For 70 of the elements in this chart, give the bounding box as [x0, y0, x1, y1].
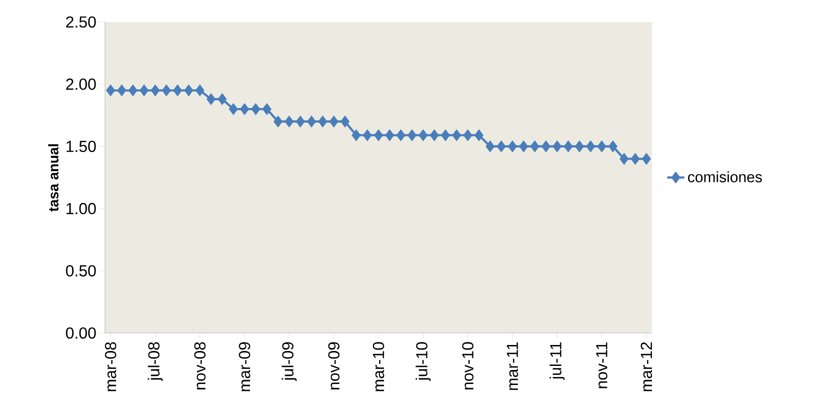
- point: [329, 115, 338, 128]
- point: [519, 140, 528, 152]
- point: [385, 129, 394, 142]
- x-tick-label: jul-10: [416, 342, 431, 382]
- point: [128, 84, 138, 96]
- point: [195, 84, 204, 96]
- y-tick-label: 2.00: [66, 78, 96, 90]
- x-tick-label: mar-11: [506, 342, 518, 390]
- point: [352, 129, 361, 142]
- x-tick-label: mar-10: [372, 342, 384, 392]
- point: [440, 129, 450, 142]
- x-tick-label: nov-11: [596, 342, 608, 388]
- point: [374, 129, 384, 142]
- point: [184, 84, 194, 96]
- point: [306, 115, 316, 128]
- point: [273, 115, 283, 128]
- y-tick-label: 1.00: [66, 202, 96, 214]
- point: [463, 129, 472, 142]
- point: [530, 140, 540, 152]
- point: [396, 129, 406, 142]
- point: [173, 84, 182, 96]
- y-tick-label: 1.50: [66, 140, 96, 152]
- point: [486, 140, 495, 152]
- point: [140, 84, 149, 96]
- point: [296, 115, 305, 128]
- x-tick-label: mar-08: [104, 342, 116, 392]
- x-tick-label: jul-11: [550, 342, 565, 380]
- x-tick-label: mar-12: [640, 342, 652, 392]
- point: [642, 152, 651, 165]
- y-tick-label: 0.00: [66, 327, 96, 339]
- x-tick-label: mar-09: [238, 342, 250, 392]
- point: [564, 140, 573, 152]
- point: [574, 140, 584, 152]
- point: [496, 140, 506, 152]
- point: [284, 115, 294, 128]
- point: [150, 84, 160, 96]
- point: [552, 140, 562, 152]
- point: [620, 152, 629, 165]
- point: [251, 103, 260, 116]
- point: [262, 103, 272, 116]
- legend-label: comisiones: [688, 171, 762, 182]
- point: [318, 115, 328, 128]
- point: [630, 152, 640, 165]
- point: [218, 93, 227, 106]
- y-axis-title: tasa anual: [48, 144, 58, 212]
- point: [597, 140, 606, 152]
- point: [508, 140, 518, 152]
- point: [586, 140, 596, 152]
- point: [228, 103, 238, 116]
- point: [117, 84, 126, 96]
- point: [418, 129, 428, 142]
- point: [106, 84, 116, 96]
- point: [407, 129, 417, 142]
- x-tick-label: nov-09: [328, 342, 340, 390]
- point: [240, 103, 250, 116]
- x-tick-label: jul-08: [148, 342, 163, 382]
- point: [452, 129, 462, 142]
- x-tick-label: nov-10: [462, 342, 474, 390]
- point: [608, 140, 618, 152]
- point: [340, 115, 350, 128]
- point: [474, 129, 484, 142]
- point: [362, 129, 372, 142]
- x-tick-label: jul-09: [282, 342, 297, 382]
- y-tick-label: 0.50: [66, 265, 96, 276]
- point: [206, 93, 216, 106]
- point: [430, 129, 439, 142]
- point: [541, 140, 551, 152]
- x-tick-label: nov-08: [194, 342, 206, 390]
- y-tick-label: 2.50: [66, 16, 96, 28]
- point: [162, 84, 171, 96]
